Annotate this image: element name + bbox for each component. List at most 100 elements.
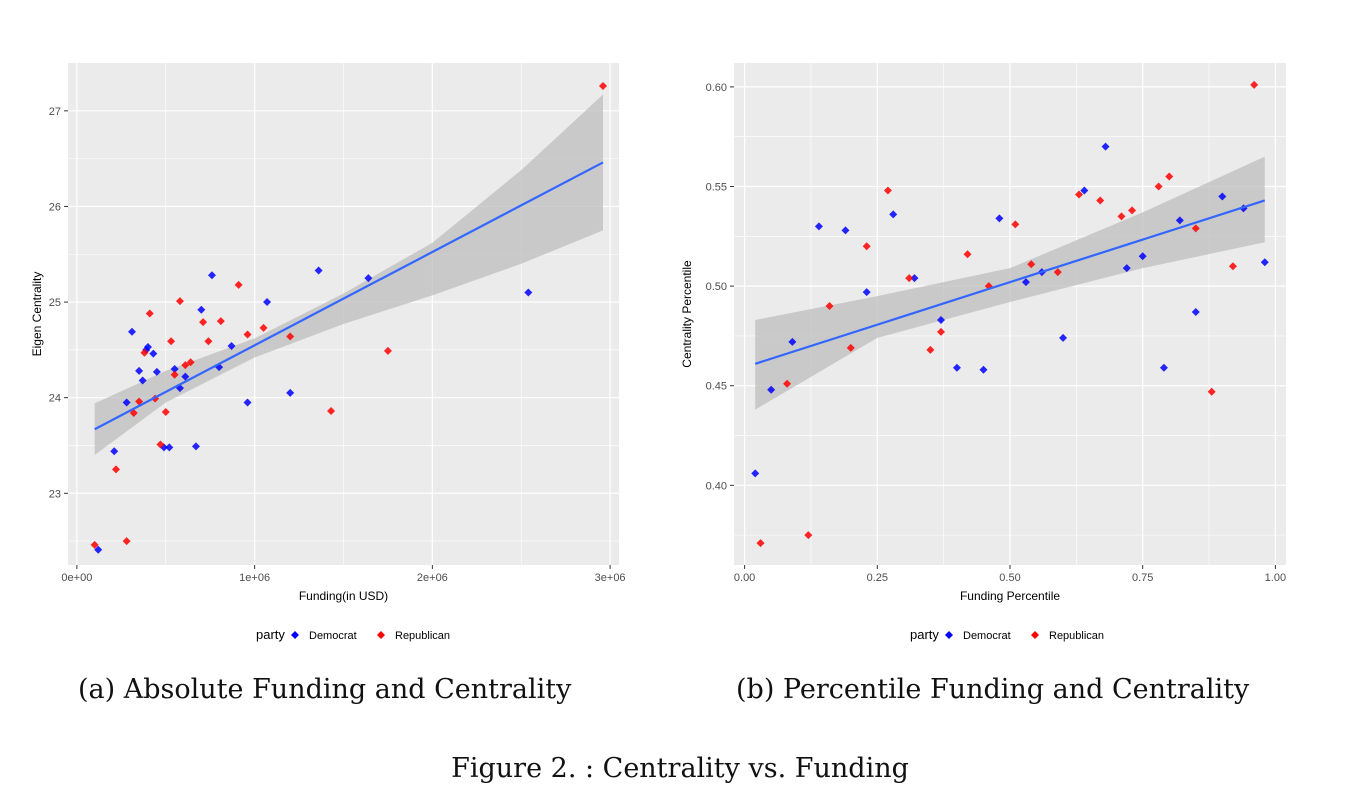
democrat-point <box>1260 258 1269 267</box>
democrat-point <box>910 274 919 283</box>
republican-point <box>1250 80 1259 89</box>
democrat-point <box>889 210 898 219</box>
republican-point <box>243 330 252 339</box>
republican-point <box>1027 260 1036 269</box>
x-axis-title: Funding Percentile <box>960 589 1060 603</box>
caption-b: (b) Percentile Funding and Centrality <box>736 674 1250 705</box>
democrat-point <box>1080 186 1089 195</box>
republican-point <box>1165 172 1174 181</box>
democrat-point <box>1191 308 1200 317</box>
democrat-point <box>979 365 988 374</box>
republican-point <box>145 309 154 318</box>
democrat-point <box>127 327 136 336</box>
democrat-point <box>314 266 323 275</box>
democrat-point <box>995 214 1004 223</box>
legend-label-democrat: Democrat <box>309 630 357 642</box>
x-tick-label: 0.25 <box>867 572 888 584</box>
republican-point <box>1207 387 1216 396</box>
republican-point <box>199 318 208 327</box>
x-tick-label: 3e+06 <box>595 572 626 584</box>
democrat-point <box>1021 278 1030 287</box>
y-tick-label: 0.40 <box>706 480 727 492</box>
legend-label-democrat: Democrat <box>963 630 1011 642</box>
republican-point <box>140 348 149 357</box>
democrat-point <box>862 288 871 297</box>
republican-point <box>1075 190 1083 199</box>
legend-key-republican <box>377 631 385 639</box>
republican-point <box>1096 196 1105 205</box>
x-tick-label: 0.00 <box>734 572 755 584</box>
republican-point <box>862 242 871 251</box>
republican-point <box>905 274 914 283</box>
y-tick-label: 0.60 <box>706 82 727 94</box>
republican-point <box>383 346 392 355</box>
y-axis-title: Centrality Percentile <box>680 260 694 368</box>
x-tick-label: 1.00 <box>1265 572 1286 584</box>
republican-point <box>135 397 144 406</box>
republican-point <box>111 465 120 474</box>
democrat-point <box>149 349 158 358</box>
republican-point <box>825 302 834 311</box>
x-tick-label: 0.75 <box>1132 572 1153 584</box>
republican-point <box>846 343 855 352</box>
republican-point <box>963 250 972 259</box>
republican-point <box>756 539 765 548</box>
x-tick-label: 0e+00 <box>61 572 92 584</box>
democrat-point <box>135 366 144 375</box>
republican-point <box>156 440 165 449</box>
democrat-point <box>1101 142 1110 151</box>
caption-a: (a) Absolute Funding and Centrality <box>78 674 572 705</box>
legend-title: party <box>910 627 939 642</box>
democrat-point <box>152 367 161 376</box>
fit-line <box>754 199 1266 365</box>
republican-point <box>783 379 792 388</box>
democrat-point <box>1159 363 1168 372</box>
x-axis-title: Funding(in USD) <box>299 589 388 603</box>
republican-point <box>926 345 935 354</box>
republican-point <box>216 317 225 326</box>
y-tick-label: 25 <box>49 297 61 309</box>
democrat-point <box>1138 252 1147 261</box>
republican-point <box>883 186 892 195</box>
republican-point <box>1128 206 1137 215</box>
democrat-point <box>122 398 131 407</box>
republican-point <box>167 337 176 346</box>
democrat-point <box>767 385 776 394</box>
republican-point <box>1154 182 1163 191</box>
republican-point <box>1191 224 1200 233</box>
fit-line <box>94 161 604 431</box>
democrat-point <box>814 222 823 231</box>
legend-key-republican <box>1031 631 1039 639</box>
legend-label-republican: Republican <box>395 630 450 642</box>
confidence-ribbon <box>94 94 604 456</box>
democrat-point <box>110 447 119 456</box>
democrat-point <box>138 376 147 385</box>
republican-point <box>937 327 945 336</box>
figure-caption: Figure 2. : Centrality vs. Funding <box>451 753 909 784</box>
republican-point <box>181 361 190 370</box>
republican-point <box>170 370 179 379</box>
republican-point <box>234 280 243 289</box>
legend-key-democrat <box>291 631 299 639</box>
republican-point <box>186 358 195 367</box>
democrat-point <box>181 372 190 381</box>
democrat-point <box>1059 333 1068 342</box>
republican-point <box>259 323 268 332</box>
x-tick-label: 2e+06 <box>417 572 448 584</box>
democrat-point <box>143 342 152 351</box>
republican-point <box>161 408 170 417</box>
republican-point <box>204 337 213 346</box>
democrat-point <box>263 298 272 307</box>
chart-a: 0e+00 1e+06 2e+06 3e+06 23 24 25 26 27 Funding(in… <box>30 63 626 642</box>
republican-point <box>122 537 131 546</box>
legend-label-republican: Republican <box>1049 630 1104 642</box>
republican-point <box>327 407 336 416</box>
republican-point <box>90 540 99 549</box>
democrat-point <box>841 226 850 235</box>
democrat-point <box>751 469 760 478</box>
legend-key-democrat <box>945 631 953 639</box>
x-tick-label: 1e+06 <box>239 572 270 584</box>
democrat-point <box>1175 216 1184 225</box>
y-tick-label: 0.55 <box>706 182 727 194</box>
republican-point <box>1228 262 1237 271</box>
